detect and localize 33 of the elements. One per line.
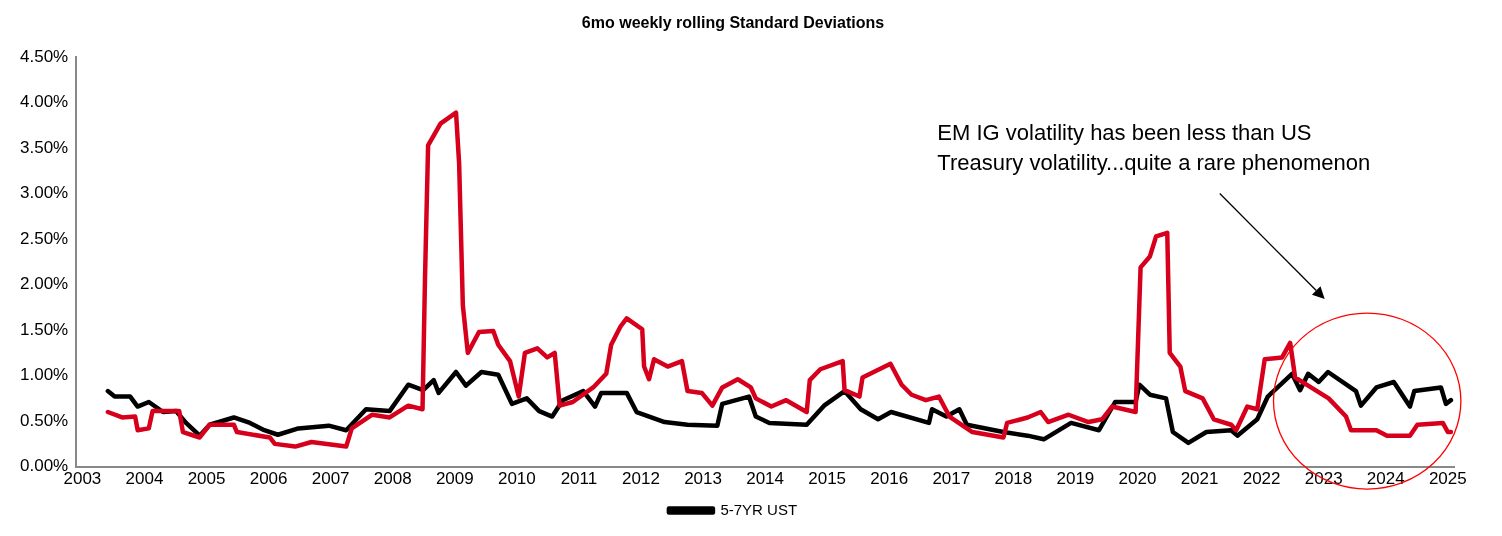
x-tick-label: 2015 bbox=[808, 469, 847, 489]
y-tick-label: 4.50% bbox=[20, 46, 69, 66]
x-tick-label: 2022 bbox=[1242, 469, 1281, 489]
y-tick-label: 1.00% bbox=[20, 365, 69, 385]
y-tick-label: 3.00% bbox=[20, 183, 69, 203]
x-tick-label: 2014 bbox=[746, 469, 785, 489]
x-tick-label: 2024 bbox=[1366, 469, 1405, 489]
x-tick-label: 2006 bbox=[249, 469, 288, 489]
x-tick-label: 2010 bbox=[497, 469, 536, 489]
x-tick-label: 2019 bbox=[1056, 469, 1095, 489]
y-tick-label: 3.50% bbox=[20, 137, 69, 157]
x-tick-label: 2021 bbox=[1180, 469, 1219, 489]
chart-title: 6mo weekly rolling Standard Deviations bbox=[581, 14, 885, 32]
x-tick-label: 2009 bbox=[435, 469, 474, 489]
y-tick-label: 2.00% bbox=[20, 274, 69, 294]
x-tick-label: 2013 bbox=[684, 469, 722, 489]
y-tick-label: 1.50% bbox=[20, 319, 69, 339]
legend-label: 5-7YR UST bbox=[720, 500, 798, 518]
annotation: EM IG volatility has been less than US Treasury volatility...quite a rare phenomenon bbox=[937, 119, 1371, 175]
x-tick-label: 2011 bbox=[560, 469, 598, 489]
x-tick-label: 2012 bbox=[622, 469, 660, 489]
y-tick-label: 4.00% bbox=[20, 92, 69, 112]
x-tick-label: 2020 bbox=[1118, 469, 1157, 489]
x-tick-label: 2017 bbox=[932, 469, 971, 489]
x-tick-label: 2007 bbox=[311, 469, 350, 489]
x-tick-label: 2008 bbox=[373, 469, 412, 489]
x-tick-label: 2018 bbox=[994, 469, 1033, 489]
x-tick-label: 2004 bbox=[125, 469, 164, 489]
y-tick-label: 0.50% bbox=[20, 410, 69, 430]
x-tick-label: 2016 bbox=[870, 469, 909, 489]
x-tick-label: 2025 bbox=[1428, 469, 1467, 489]
x-tick-label: 2005 bbox=[187, 469, 226, 489]
y-tick-label: 2.50% bbox=[20, 228, 69, 248]
